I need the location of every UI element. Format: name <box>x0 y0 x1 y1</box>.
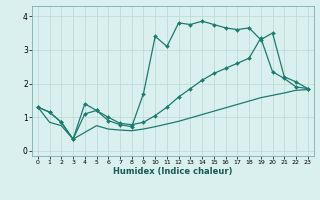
X-axis label: Humidex (Indice chaleur): Humidex (Indice chaleur) <box>113 167 233 176</box>
